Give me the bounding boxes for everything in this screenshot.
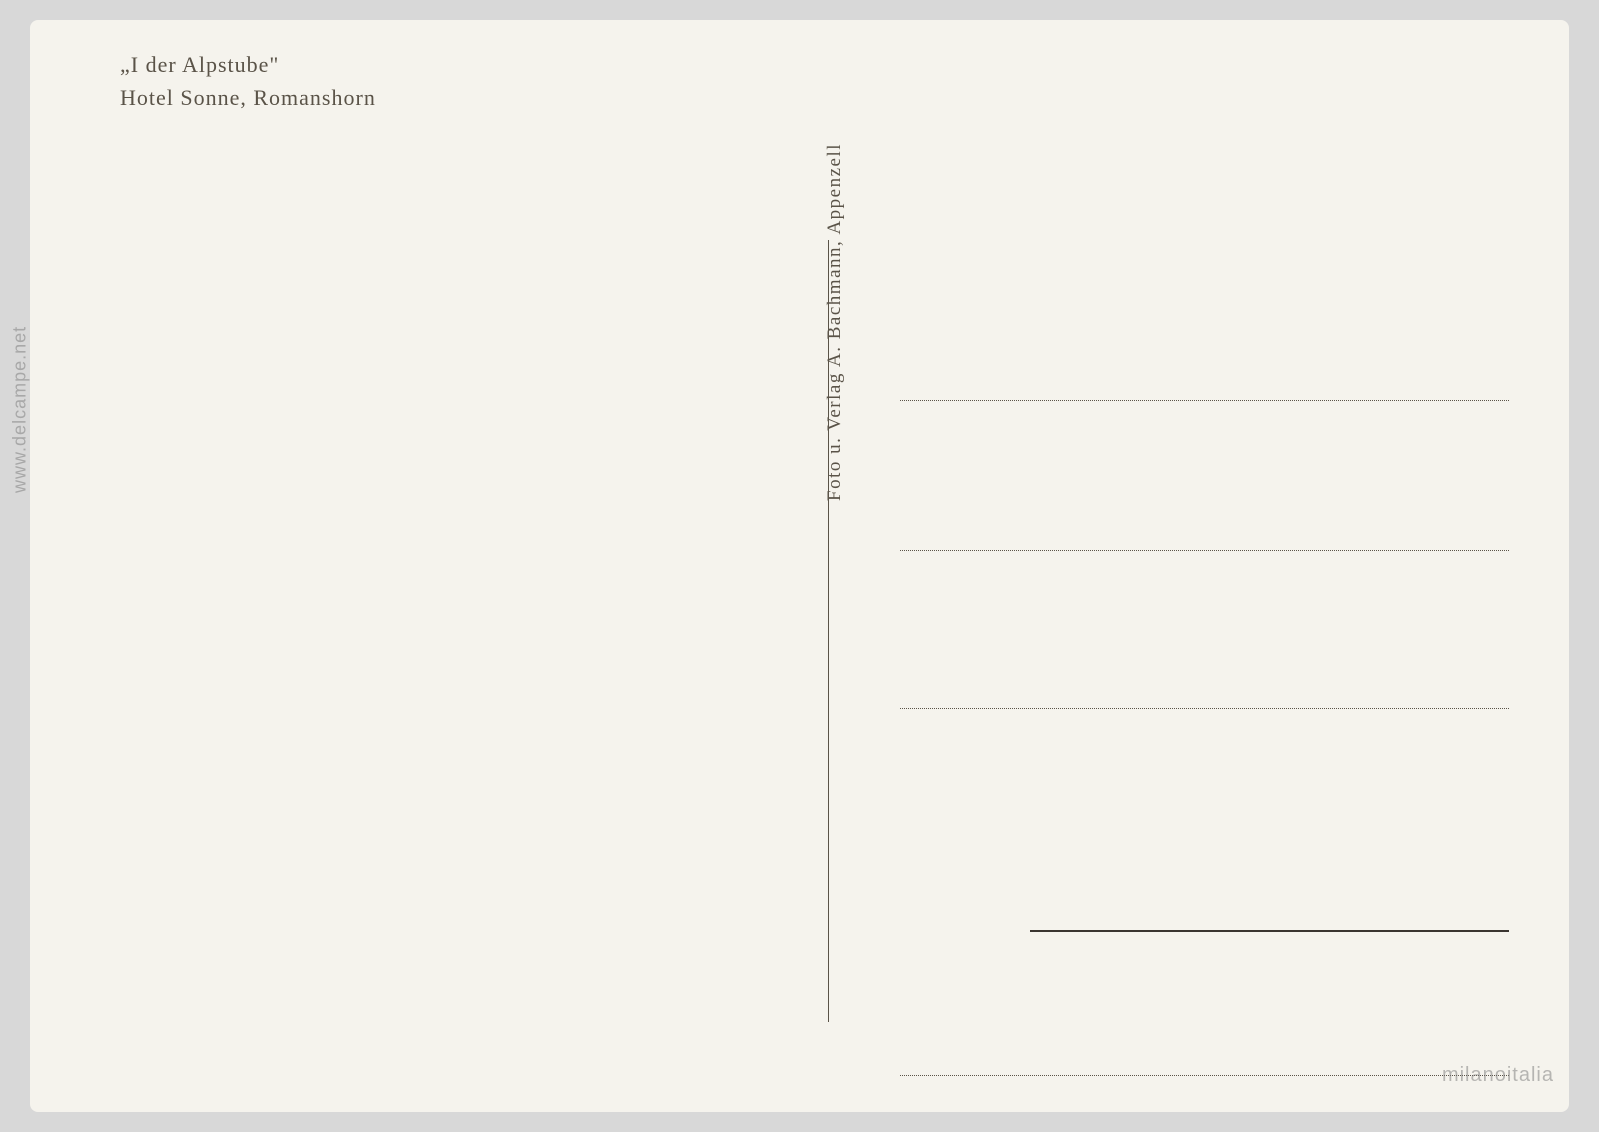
postcard-back: „I der Alpstube" Hotel Sonne, Romanshorn… [30,20,1569,1112]
postcard-caption: „I der Alpstube" Hotel Sonne, Romanshorn [120,48,376,114]
address-line-3 [900,708,1509,709]
watermark-seller: milanoitalia [1442,1064,1554,1087]
address-line-1 [900,400,1509,401]
caption-line-2: Hotel Sonne, Romanshorn [120,81,376,114]
city-underline [1030,930,1509,932]
publisher-credit: Foto u. Verlag A. Bachmann, Appenzell [824,143,846,501]
address-line-2 [900,550,1509,551]
address-line-4 [900,1075,1509,1076]
caption-line-1: „I der Alpstube" [120,48,376,81]
watermark-source: www.delcampe.net [10,326,31,493]
